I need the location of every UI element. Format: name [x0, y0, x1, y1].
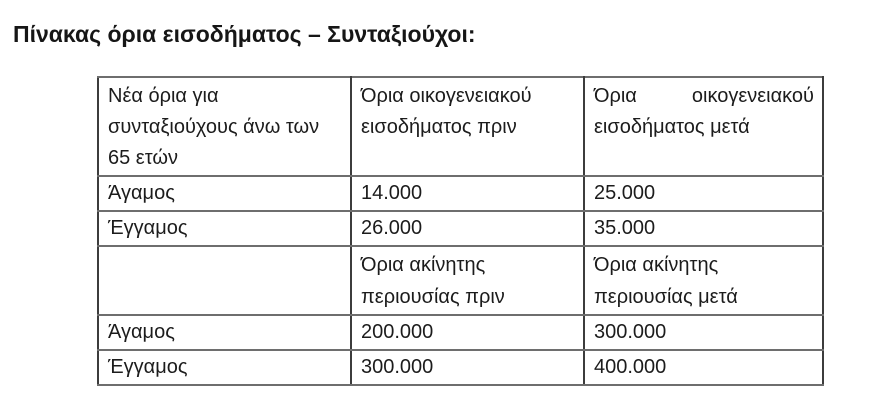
cell-property-after: 300.000: [583, 314, 824, 351]
cell-income-after: 35.000: [583, 210, 824, 247]
table-header-row: Νέα όρια για συνταξιούχους άνω των 65 ετ…: [97, 76, 824, 177]
cell-income-after: 25.000: [583, 175, 824, 212]
table-row: Έγγαμος 26.000 35.000: [97, 210, 824, 247]
page-title: Πίνακας όρια εισοδήματος – Συνταξιούχοι:: [13, 21, 476, 47]
cell-marital-status: Άγαμος: [97, 175, 352, 212]
subheader-property-before: Όρια ακίνητης περιουσίας πριν: [350, 245, 585, 316]
cell-empty: [97, 245, 352, 316]
cell-marital-status: Έγγαμος: [97, 349, 352, 386]
subheader-property-after: Όρια ακίνητης περιουσίας μετά: [583, 245, 824, 316]
column-header-income-after: Όρια οικογενειακού εισοδήματος μετά: [583, 76, 824, 177]
table-row: Άγαμος 200.000 300.000: [97, 314, 824, 351]
column-header-income-before: Όρια οικογενειακού εισοδήματος πριν: [350, 76, 585, 177]
cell-property-after: 400.000: [583, 349, 824, 386]
cell-property-before: 200.000: [350, 314, 585, 351]
cell-marital-status: Έγγαμος: [97, 210, 352, 247]
income-limits-table: Νέα όρια για συνταξιούχους άνω των 65 ετ…: [97, 76, 824, 386]
table-row: Έγγαμος 300.000 400.000: [97, 349, 824, 386]
column-header-category: Νέα όρια για συνταξιούχους άνω των 65 ετ…: [97, 76, 352, 177]
cell-income-before: 14.000: [350, 175, 585, 212]
table-subheader-row: Όρια ακίνητης περιουσίας πριν Όρια ακίνη…: [97, 245, 824, 316]
cell-property-before: 300.000: [350, 349, 585, 386]
cell-marital-status: Άγαμος: [97, 314, 352, 351]
cell-income-before: 26.000: [350, 210, 585, 247]
table-row: Άγαμος 14.000 25.000: [97, 175, 824, 212]
